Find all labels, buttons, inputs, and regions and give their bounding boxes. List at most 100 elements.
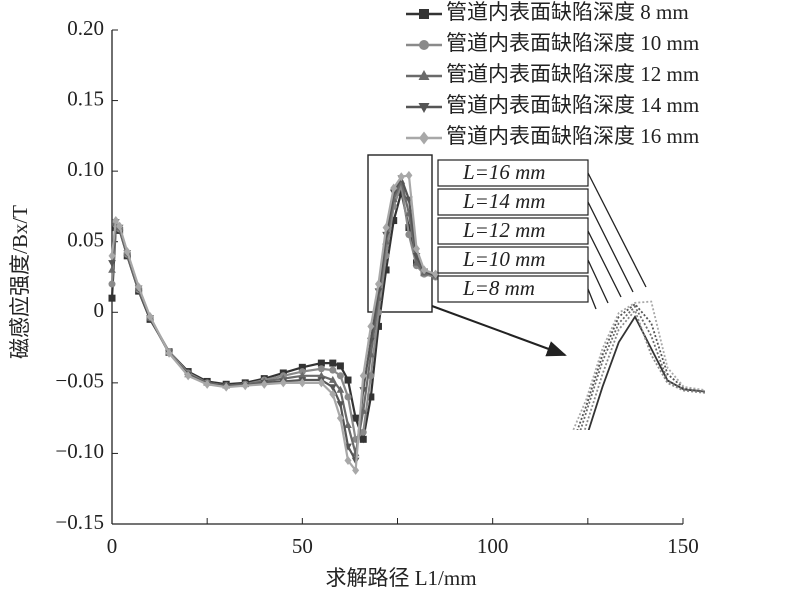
series-line bbox=[110, 174, 436, 474]
legend-label: 管道内表面缺陷深度 12 mm bbox=[446, 62, 699, 86]
annotation-box bbox=[437, 275, 589, 303]
x-tick-label: 150 bbox=[667, 534, 699, 558]
x-tick-label: 0 bbox=[107, 534, 118, 558]
marker bbox=[336, 372, 344, 380]
marker bbox=[108, 265, 116, 273]
marker bbox=[336, 401, 345, 409]
marker bbox=[397, 172, 405, 182]
y-axis-label: 磁感应强度/Bx/T bbox=[8, 205, 32, 359]
marker bbox=[382, 223, 390, 233]
marker bbox=[298, 378, 306, 388]
marker bbox=[328, 384, 337, 392]
marker bbox=[108, 260, 116, 268]
marker bbox=[135, 282, 143, 292]
marker bbox=[359, 428, 367, 436]
annotation: L=16 mm bbox=[462, 160, 545, 184]
marker bbox=[419, 131, 429, 145]
marker bbox=[432, 269, 440, 279]
marker bbox=[374, 279, 382, 289]
marker bbox=[336, 385, 345, 393]
marker bbox=[241, 381, 249, 391]
marker bbox=[329, 366, 337, 374]
legend-label: 管道内表面缺陷深度 14 mm bbox=[446, 93, 699, 117]
y-tick-label: −0.10 bbox=[55, 439, 104, 463]
inset-line bbox=[587, 315, 705, 430]
annotation: L=8 mm bbox=[462, 276, 535, 300]
legend-label: 管道内表面缺陷深度 10 mm bbox=[446, 31, 699, 55]
marker bbox=[418, 103, 430, 113]
y-tick-label: 0.10 bbox=[67, 157, 104, 181]
marker bbox=[419, 40, 429, 50]
y-tick-label: −0.15 bbox=[55, 510, 104, 534]
marker bbox=[344, 393, 352, 401]
marker bbox=[146, 311, 154, 322]
marker bbox=[222, 382, 230, 392]
marker bbox=[328, 375, 337, 383]
y-tick-label: −0.05 bbox=[55, 369, 104, 393]
marker bbox=[420, 265, 428, 275]
marker bbox=[317, 378, 325, 388]
connector bbox=[587, 172, 647, 288]
zoom-box bbox=[367, 154, 433, 313]
annotation: L=14 mm bbox=[462, 189, 545, 213]
connector bbox=[587, 288, 597, 310]
marker bbox=[123, 247, 131, 257]
annotation: L=12 mm bbox=[462, 218, 545, 242]
connectors bbox=[587, 172, 647, 310]
marker bbox=[260, 379, 268, 389]
marker bbox=[336, 362, 344, 370]
annotation-box bbox=[437, 217, 589, 245]
annotation-box bbox=[437, 188, 589, 216]
marker bbox=[359, 371, 367, 381]
marker bbox=[390, 217, 398, 225]
marker bbox=[317, 365, 325, 373]
inset-line bbox=[572, 300, 705, 430]
y-tick-label: 0.15 bbox=[67, 86, 104, 110]
marker bbox=[203, 379, 211, 389]
marker bbox=[279, 378, 287, 388]
marker bbox=[418, 70, 430, 80]
marker bbox=[405, 231, 413, 239]
zoom-arrow bbox=[431, 305, 567, 357]
marker bbox=[329, 359, 337, 367]
marker bbox=[405, 170, 413, 180]
marker bbox=[374, 322, 382, 330]
marker bbox=[116, 221, 124, 231]
marker bbox=[352, 465, 360, 475]
marker bbox=[352, 414, 360, 422]
y-tick-label: 0 bbox=[94, 298, 105, 322]
marker bbox=[419, 9, 429, 19]
marker bbox=[336, 413, 344, 423]
connector bbox=[587, 201, 634, 293]
marker bbox=[329, 389, 337, 399]
marker bbox=[359, 435, 367, 443]
annotation-box bbox=[437, 159, 589, 187]
marker bbox=[298, 363, 306, 371]
marker bbox=[165, 348, 173, 358]
annotation: L=10 mm bbox=[462, 247, 545, 271]
annotation-box bbox=[437, 246, 589, 274]
marker bbox=[317, 359, 325, 367]
marker bbox=[108, 280, 116, 288]
x-tick-label: 50 bbox=[292, 534, 313, 558]
x-axis-label: 求解路径 L1/mm bbox=[325, 566, 476, 590]
marker bbox=[390, 183, 398, 193]
connector bbox=[587, 230, 622, 298]
y-tick-label: 0.05 bbox=[67, 228, 104, 252]
marker bbox=[382, 266, 390, 274]
marker bbox=[413, 244, 421, 254]
x-tick-label: 100 bbox=[477, 534, 509, 558]
marker bbox=[412, 258, 421, 266]
connector bbox=[587, 259, 609, 304]
marker bbox=[298, 371, 307, 379]
marker bbox=[344, 376, 352, 384]
legend-label: 管道内表面缺陷深度 16 mm bbox=[446, 124, 699, 148]
marker bbox=[317, 371, 326, 379]
inset bbox=[572, 300, 705, 430]
marker bbox=[184, 371, 192, 381]
marker bbox=[367, 321, 375, 331]
inset-line bbox=[579, 305, 705, 430]
marker bbox=[112, 215, 120, 226]
legend-label: 管道内表面缺陷深度 8 mm bbox=[446, 0, 689, 24]
